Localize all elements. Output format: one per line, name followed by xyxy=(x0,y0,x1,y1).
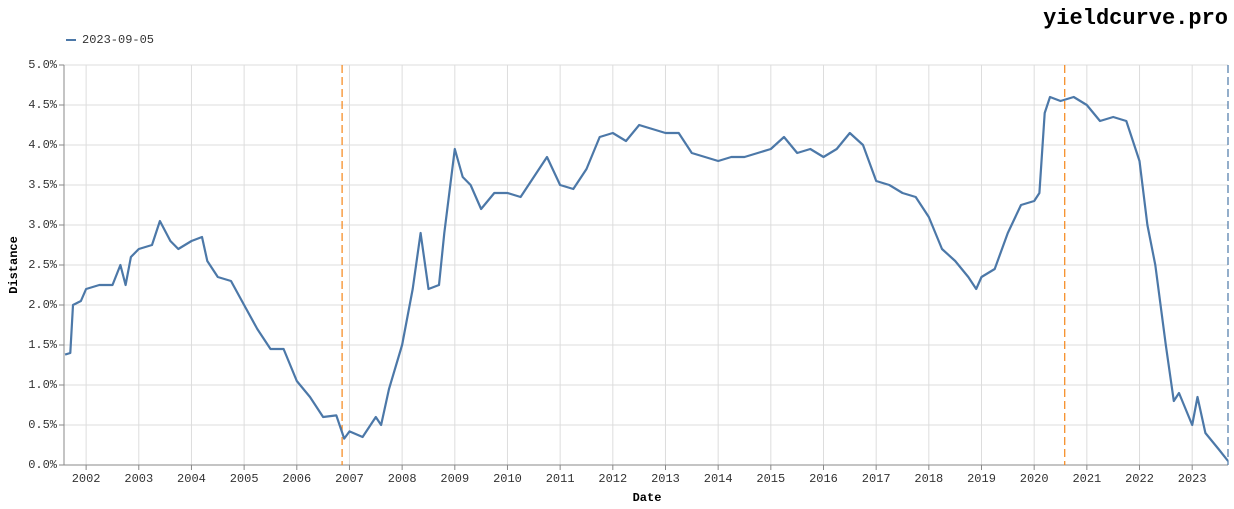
x-tick-label: 2021 xyxy=(1072,472,1101,486)
x-tick-label: 2013 xyxy=(651,472,680,486)
x-tick-label: 2020 xyxy=(1020,472,1049,486)
x-tick-label: 2004 xyxy=(177,472,206,486)
x-tick-label: 2007 xyxy=(335,472,364,486)
x-tick-label: 2023 xyxy=(1178,472,1207,486)
chart-title: yieldcurve.pro xyxy=(1043,6,1228,31)
x-tick-label: 2019 xyxy=(967,472,996,486)
x-tick-label: 2003 xyxy=(124,472,153,486)
y-tick-label: 2.5% xyxy=(28,258,58,272)
x-tick-label: 2017 xyxy=(862,472,891,486)
x-tick-label: 2016 xyxy=(809,472,838,486)
y-tick-label: 4.5% xyxy=(28,98,58,112)
y-tick-label: 3.0% xyxy=(28,218,58,232)
line-series xyxy=(64,95,1229,462)
x-tick-label: 2011 xyxy=(546,472,575,486)
y-tick-label: 3.5% xyxy=(28,178,58,192)
legend-label: 2023-09-05 xyxy=(82,33,154,47)
y-tick-label: 2.0% xyxy=(28,298,58,312)
y-tick-label: 0.5% xyxy=(28,418,58,432)
x-tick-label: 2012 xyxy=(598,472,627,486)
x-tick-label: 2022 xyxy=(1125,472,1154,486)
x-tick-label: 2010 xyxy=(493,472,522,486)
x-tick-label: 2005 xyxy=(230,472,259,486)
x-tick-label: 2002 xyxy=(72,472,101,486)
x-axis-label: Date xyxy=(633,491,662,505)
y-tick-label: 1.5% xyxy=(28,338,58,352)
x-tick-label: 2015 xyxy=(756,472,785,486)
x-tick-label: 2009 xyxy=(440,472,469,486)
y-tick-label: 5.0% xyxy=(28,58,58,72)
y-tick-label: 1.0% xyxy=(28,378,58,392)
x-tick-label: 2018 xyxy=(914,472,943,486)
x-tick-label: 2008 xyxy=(388,472,417,486)
y-axis-label: Distance xyxy=(7,236,21,294)
x-tick-label: 2014 xyxy=(704,472,733,486)
y-tick-label: 4.0% xyxy=(28,138,58,152)
x-tick-label: 2006 xyxy=(282,472,311,486)
y-tick-label: 0.0% xyxy=(28,458,58,472)
